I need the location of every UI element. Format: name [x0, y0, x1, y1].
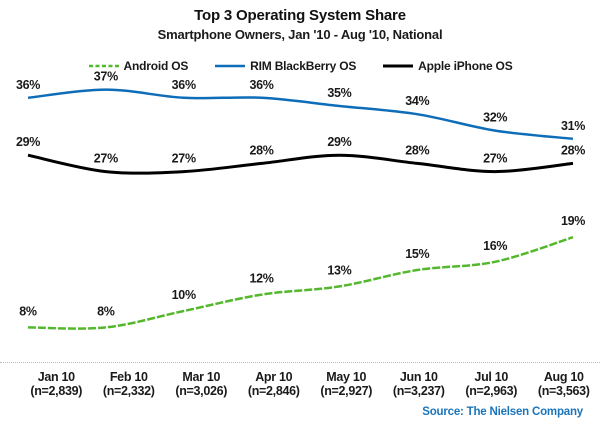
data-label: 29%	[327, 135, 351, 149]
data-label: 16%	[483, 239, 507, 253]
axis-sample-size: (n=2,839)	[30, 384, 83, 398]
axis-sample-size: (n=3,563)	[537, 384, 590, 398]
axis-label: Mar 10 (n=3,026)	[165, 370, 238, 398]
axis-label: Feb 10 (n=2,332)	[93, 370, 166, 398]
series-line-2	[27, 153, 574, 175]
data-label: 36%	[172, 78, 196, 92]
data-label: 27%	[94, 152, 118, 166]
data-label: 36%	[16, 78, 40, 92]
axis-sample-size: (n=2,927)	[320, 384, 373, 398]
axis-month-label: Jul 10	[474, 370, 509, 384]
chart-subtitle: Smartphone Owners, Jan '10 - Aug '10, Na…	[157, 27, 443, 42]
axis-month-label: Jun 10	[399, 370, 438, 384]
axis-label: Apr 10 (n=2,846)	[238, 370, 311, 398]
iphone-line-swatch-icon	[383, 64, 414, 68]
data-label: 31%	[561, 119, 585, 133]
series-line-1	[27, 88, 574, 141]
axis-sample-size: (n=2,963)	[465, 384, 518, 398]
data-label: 35%	[327, 86, 351, 100]
x-axis-labels: Jan 10 (n=2,839) Feb 10 (n=2,332) Mar 10 (n=3…	[20, 370, 600, 398]
axis-month-label: Mar 10	[182, 370, 221, 384]
axis-month-label: Aug 10	[543, 370, 584, 384]
data-label: 8%	[19, 304, 37, 318]
axis-month-label: Apr 10	[255, 370, 293, 384]
data-label: 19%	[561, 214, 585, 228]
android-line-swatch-icon	[88, 64, 119, 68]
data-label: 10%	[172, 288, 196, 302]
data-label: 13%	[327, 263, 351, 277]
axis-month-label: May 10	[326, 370, 367, 384]
data-label: 29%	[16, 135, 40, 149]
axis-month-label: Feb 10	[109, 370, 148, 384]
legend-item-iphone: Apple iPhone OS	[382, 59, 513, 73]
data-label: 28%	[561, 143, 585, 157]
data-label: 15%	[405, 247, 429, 261]
legend-item-blackberry: RIM BlackBerry OS	[214, 59, 356, 73]
data-label: 27%	[483, 152, 507, 166]
axis-label: Aug 10 (n=3,563)	[528, 370, 600, 398]
axis-label: Jan 10 (n=2,839)	[20, 370, 93, 398]
axis-label: Jun 10 (n=3,237)	[383, 370, 456, 398]
data-label: 32%	[483, 111, 507, 125]
legend-label-blackberry: RIM BlackBerry OS	[250, 59, 357, 73]
axis-sample-size: (n=2,846)	[247, 384, 300, 398]
axis-sample-size: (n=3,237)	[392, 384, 445, 398]
chart-title: Top 3 Operating System Share	[194, 7, 406, 24]
data-label: 28%	[250, 143, 274, 157]
legend-item-android: Android OS	[88, 59, 189, 73]
x-axis-separator	[0, 362, 600, 363]
legend-label-android: Android OS	[123, 59, 189, 73]
data-label: 27%	[172, 152, 196, 166]
axis-sample-size: (n=2,332)	[102, 384, 155, 398]
axis-label: May 10 (n=2,927)	[310, 370, 383, 398]
source-credit: Source: The Nielsen Company	[422, 406, 583, 418]
legend-label-iphone: Apple iPhone OS	[418, 59, 513, 73]
chart-legend: Android OS RIM BlackBerry OS Apple iPhon…	[0, 57, 600, 75]
data-label: 37%	[94, 70, 118, 84]
data-label: 12%	[250, 272, 274, 286]
axis-label: Jul 10 (n=2,963)	[455, 370, 528, 398]
data-label: 36%	[250, 78, 274, 92]
blackberry-line-swatch-icon	[215, 64, 246, 68]
data-label: 28%	[405, 143, 429, 157]
series-line-0	[27, 236, 574, 330]
axis-month-label: Jan 10	[37, 370, 75, 384]
axis-sample-size: (n=3,026)	[175, 384, 228, 398]
data-label: 34%	[405, 94, 429, 108]
data-label: 8%	[97, 304, 115, 318]
